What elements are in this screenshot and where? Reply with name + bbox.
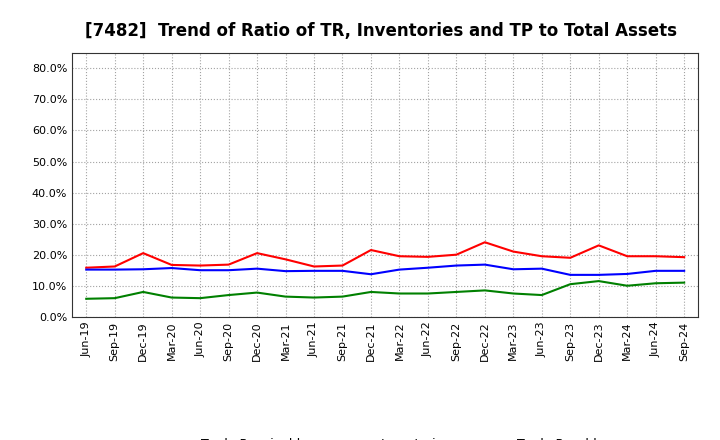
- Trade Payables: [480, 288, 489, 293]
- Trade Receivables: [82, 265, 91, 270]
- Inventories: [652, 268, 660, 274]
- Inventories: [282, 268, 290, 274]
- Trade Payables: [423, 291, 432, 296]
- Trade Receivables: [509, 249, 518, 254]
- Line: Trade Receivables: Trade Receivables: [86, 242, 684, 268]
- Trade Payables: [282, 294, 290, 299]
- Line: Inventories: Inventories: [86, 264, 684, 275]
- Trade Receivables: [282, 257, 290, 262]
- Trade Payables: [595, 279, 603, 284]
- Inventories: [139, 267, 148, 272]
- Trade Receivables: [423, 254, 432, 260]
- Trade Receivables: [366, 247, 375, 253]
- Trade Payables: [652, 281, 660, 286]
- Inventories: [82, 267, 91, 272]
- Trade Receivables: [452, 252, 461, 257]
- Inventories: [395, 267, 404, 272]
- Trade Payables: [680, 280, 688, 285]
- Trade Payables: [167, 295, 176, 300]
- Inventories: [167, 265, 176, 271]
- Inventories: [423, 265, 432, 270]
- Trade Receivables: [623, 253, 631, 259]
- Inventories: [253, 266, 261, 271]
- Trade Payables: [196, 296, 204, 301]
- Inventories: [225, 268, 233, 273]
- Trade Payables: [310, 295, 318, 300]
- Trade Payables: [566, 282, 575, 287]
- Trade Payables: [253, 290, 261, 295]
- Inventories: [338, 268, 347, 274]
- Inventories: [110, 267, 119, 272]
- Trade Receivables: [167, 262, 176, 268]
- Inventories: [509, 267, 518, 272]
- Trade Payables: [509, 291, 518, 296]
- Text: [7482]  Trend of Ratio of TR, Inventories and TP to Total Assets: [7482] Trend of Ratio of TR, Inventories…: [84, 22, 677, 40]
- Inventories: [680, 268, 688, 274]
- Trade Receivables: [595, 243, 603, 248]
- Trade Payables: [452, 290, 461, 295]
- Line: Trade Payables: Trade Payables: [86, 281, 684, 299]
- Trade Receivables: [253, 250, 261, 256]
- Trade Receivables: [480, 240, 489, 245]
- Trade Receivables: [338, 263, 347, 268]
- Trade Receivables: [566, 255, 575, 260]
- Trade Receivables: [680, 254, 688, 260]
- Trade Payables: [366, 290, 375, 295]
- Trade Payables: [139, 290, 148, 295]
- Trade Receivables: [310, 264, 318, 269]
- Trade Payables: [225, 293, 233, 298]
- Trade Receivables: [395, 253, 404, 259]
- Trade Payables: [395, 291, 404, 296]
- Inventories: [310, 268, 318, 274]
- Inventories: [366, 271, 375, 277]
- Inventories: [595, 272, 603, 278]
- Inventories: [623, 271, 631, 277]
- Inventories: [196, 268, 204, 273]
- Trade Receivables: [652, 253, 660, 259]
- Trade Payables: [110, 296, 119, 301]
- Trade Receivables: [139, 250, 148, 256]
- Inventories: [566, 272, 575, 278]
- Inventories: [480, 262, 489, 267]
- Trade Payables: [623, 283, 631, 288]
- Trade Receivables: [196, 263, 204, 268]
- Trade Receivables: [110, 264, 119, 269]
- Inventories: [537, 266, 546, 271]
- Legend: Trade Receivables, Inventories, Trade Payables: Trade Receivables, Inventories, Trade Pa…: [155, 433, 616, 440]
- Inventories: [452, 263, 461, 268]
- Trade Receivables: [225, 262, 233, 267]
- Trade Payables: [338, 294, 347, 299]
- Trade Payables: [537, 293, 546, 298]
- Trade Payables: [82, 296, 91, 301]
- Trade Receivables: [537, 253, 546, 259]
